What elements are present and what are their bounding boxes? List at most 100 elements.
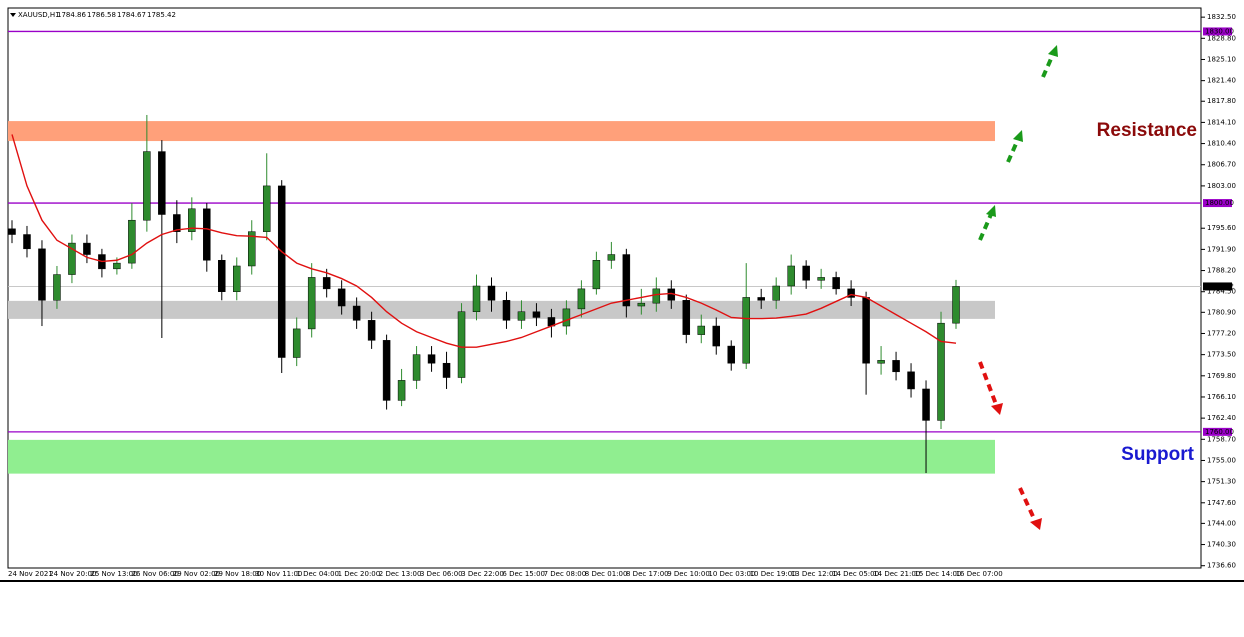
- symbol: XAUUSD,H1: [18, 11, 60, 19]
- annotation: Support: [1121, 444, 1194, 465]
- candle-body: [832, 277, 840, 290]
- y-tick-label: 1758.70: [1207, 435, 1236, 443]
- candle-body: [757, 297, 765, 301]
- x-tick-label: 3 Dec 06:00: [420, 570, 463, 578]
- up-arrow: [978, 211, 994, 241]
- y-tick-label: 1766.10: [1207, 393, 1236, 401]
- candle-body: [173, 214, 181, 232]
- candle-body: [8, 228, 16, 235]
- y-tick-label: 1791.90: [1207, 245, 1236, 253]
- candle-body: [742, 297, 750, 364]
- x-tick-label: 2 Dec 13:00: [379, 570, 422, 578]
- candle-body: [322, 277, 331, 290]
- level-label: 1760.00: [1205, 428, 1234, 436]
- y-tick-label: 1832.50: [1207, 13, 1236, 21]
- candle-body: [502, 300, 511, 321]
- x-tick-label: 26 Nov 06:00: [132, 570, 179, 578]
- candle-body: [367, 320, 376, 341]
- x-tick-label: 8 Dec 01:00: [585, 570, 628, 578]
- ohlc-value: 1786.58: [87, 11, 116, 19]
- y-tick-label: 1828.80: [1207, 34, 1236, 42]
- candle-body: [607, 254, 616, 261]
- x-tick-label: 29 Nov 18:00: [214, 570, 261, 578]
- candle-body: [937, 322, 945, 421]
- candle-body: [412, 354, 421, 381]
- candle-body: [772, 285, 780, 301]
- candle-body: [233, 265, 241, 292]
- candle-body: [637, 302, 646, 307]
- candle-body: [622, 254, 631, 307]
- x-tick-label: 24 Nov 2021: [8, 570, 53, 578]
- y-tick-label: 1806.70: [1207, 161, 1236, 169]
- x-tick-label: 3 Dec 22:00: [461, 570, 504, 578]
- x-tick-label: 1 Dec 20:00: [338, 570, 381, 578]
- candle-body: [787, 265, 795, 287]
- moving-average: [11, 134, 957, 348]
- menu-triangle: [10, 13, 16, 17]
- ohlc-value: 1785.42: [147, 11, 176, 19]
- candle-body: [847, 288, 855, 298]
- candle-body: [652, 288, 661, 304]
- candle-body: [427, 354, 436, 364]
- candle-body: [472, 285, 481, 312]
- candle-body: [23, 234, 31, 250]
- candle-body: [892, 360, 900, 373]
- x-tick-label: 14 Dec 21:00: [873, 570, 920, 578]
- x-tick-label: 8 Dec 17:00: [626, 570, 669, 578]
- candle-body: [577, 288, 586, 310]
- ohlc-value: 1784.86: [57, 11, 86, 19]
- y-tick-label: 1817.80: [1207, 97, 1236, 105]
- candle-body: [247, 231, 256, 267]
- candle-body: [487, 285, 496, 301]
- y-tick-label: 1755.00: [1207, 456, 1236, 464]
- candle-body: [352, 305, 361, 321]
- candle-body: [83, 242, 91, 255]
- ohlc-value: 1784.67: [117, 11, 146, 19]
- arrow-head: [1013, 130, 1023, 142]
- y-tick-label: 1814.10: [1207, 118, 1236, 126]
- y-tick-label: 1810.40: [1207, 140, 1236, 148]
- candle-body: [382, 340, 391, 401]
- candle-body: [188, 208, 196, 232]
- candle-body: [218, 260, 226, 292]
- y-tick-label: 1740.30: [1207, 541, 1236, 549]
- arrow-head: [986, 205, 996, 217]
- zone: [8, 121, 995, 142]
- x-tick-label: 29 Nov 02:00: [173, 570, 220, 578]
- x-tick-label: 1 Dec 04:00: [296, 570, 339, 578]
- x-tick-label: 14 Dec 05:00: [832, 570, 879, 578]
- x-tick-label: 9 Dec 10:00: [667, 570, 710, 578]
- candle-body: [817, 277, 825, 281]
- x-tick-label: 15 Dec 14:00: [914, 570, 961, 578]
- candle-body: [952, 286, 960, 324]
- up-arrow: [1041, 51, 1056, 78]
- y-tick-label: 1788.20: [1207, 267, 1236, 275]
- x-tick-label: 10 Dec 03:00: [708, 570, 755, 578]
- level-tag: [1203, 427, 1232, 436]
- down-arrow: [978, 361, 999, 408]
- y-tick-label: 1773.50: [1207, 351, 1236, 359]
- candle-body: [68, 242, 76, 275]
- y-tick-label: 1777.20: [1207, 329, 1236, 337]
- arrow-head: [1048, 45, 1058, 57]
- candle-body: [262, 185, 271, 232]
- candle-body: [457, 311, 466, 378]
- y-tick-label: 1751.30: [1207, 478, 1236, 486]
- y-tick-label: 1803.00: [1207, 182, 1236, 190]
- y-tick-label: 1744.00: [1207, 519, 1236, 527]
- x-tick-label: 30 Nov 11:00: [255, 570, 302, 578]
- zone: [8, 439, 995, 474]
- plot-frame: [7, 7, 1202, 569]
- candle-body: [203, 208, 211, 261]
- candle-body: [277, 185, 286, 358]
- x-tick-label: 16 Dec 07:00: [956, 570, 1003, 578]
- candle-body: [113, 262, 121, 270]
- candle-body: [592, 260, 601, 290]
- candle-body: [38, 248, 46, 301]
- x-tick-label: 13 Dec 12:00: [791, 570, 838, 578]
- y-tick-label: 1769.80: [1207, 372, 1236, 380]
- candle-body: [877, 360, 885, 364]
- down-arrow: [1018, 487, 1038, 524]
- candle-body: [727, 345, 735, 364]
